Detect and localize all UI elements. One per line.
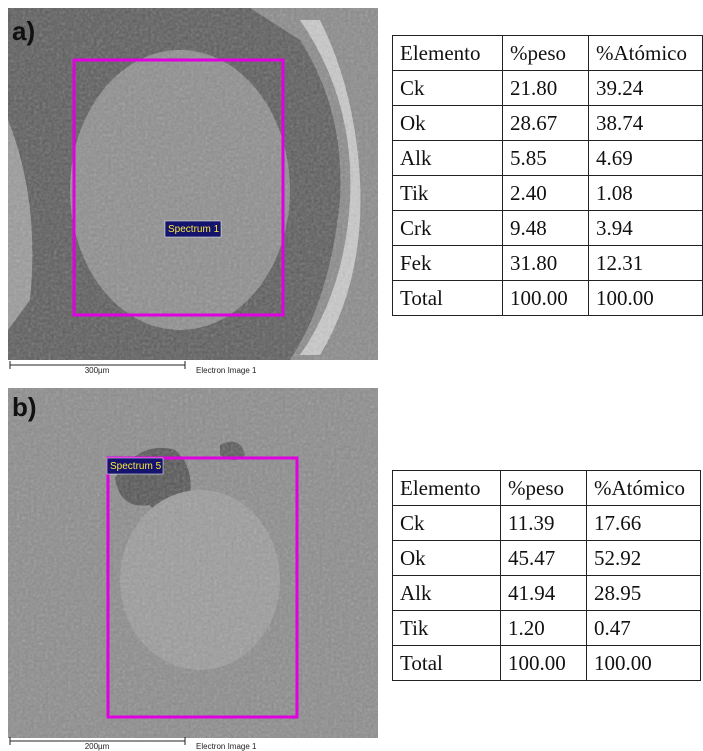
table-cell: 38.74	[588, 105, 703, 141]
table-cell: 0.47	[586, 610, 701, 646]
table-cell: 17.66	[586, 505, 701, 541]
table-cell: 5.85	[502, 140, 589, 176]
table-cell: 4.69	[588, 140, 703, 176]
table-cell: Ck	[392, 505, 501, 541]
spectrum-label: Spectrum 1	[168, 224, 220, 235]
panel-label: a)	[12, 16, 35, 46]
table-row: Fek 31.80 12.31	[392, 245, 703, 281]
table-cell: 11.39	[500, 505, 587, 541]
table-row: Alk 5.85 4.69	[392, 140, 703, 176]
table-row: Total 100.00 100.00	[392, 645, 701, 681]
table-cell: Fek	[392, 245, 503, 281]
table-cell: 12.31	[588, 245, 703, 281]
table-row: Alk 41.94 28.95	[392, 575, 701, 611]
table-cell: 31.80	[502, 245, 589, 281]
table-row: Tik 1.20 0.47	[392, 610, 701, 646]
table-cell: Total	[392, 280, 503, 316]
table-row: Ok 28.67 38.74	[392, 105, 703, 141]
sem-image-b: Spectrum 5	[8, 388, 378, 738]
table-cell: 45.47	[500, 540, 587, 576]
table-cell: 100.00	[500, 645, 587, 681]
panel-label: b)	[12, 392, 37, 422]
scale-bar-b: 200µm Electron Image 1	[9, 737, 257, 751]
table-cell: 52.92	[586, 540, 701, 576]
table-row: Ck 11.39 17.66	[392, 505, 701, 541]
table-cell: 100.00	[588, 280, 703, 316]
table-row: Total 100.00 100.00	[392, 280, 703, 316]
header-cell: %Atómico	[586, 470, 701, 506]
image-caption: Electron Image 1	[196, 366, 257, 375]
table-row: Ck 21.80 39.24	[392, 70, 703, 106]
image-caption: Electron Image 1	[196, 742, 257, 751]
scale-bar-label: 300µm	[85, 366, 110, 375]
table-cell: 100.00	[586, 645, 701, 681]
header-cell: %Atómico	[588, 35, 703, 71]
table-cell: 1.20	[500, 610, 587, 646]
header-cell: %peso	[500, 470, 587, 506]
table-cell: Total	[392, 645, 501, 681]
header-cell: %peso	[502, 35, 589, 71]
spectrum-label: Spectrum 5	[110, 461, 162, 472]
table-cell: 39.24	[588, 70, 703, 106]
table-cell: 2.40	[502, 175, 589, 211]
scale-bar-label: 200µm	[85, 742, 110, 751]
table-cell: Alk	[392, 575, 501, 611]
table-cell: 21.80	[502, 70, 589, 106]
table-cell: Tik	[392, 610, 501, 646]
table-cell: 41.94	[500, 575, 587, 611]
table-cell: Tik	[392, 175, 503, 211]
composition-table: Elemento %peso %Atómico Ck 11.39 17.66 Ok 45.47…	[392, 470, 701, 681]
header-row: Elemento %peso %Atómico	[392, 470, 701, 506]
table-cell: Ok	[392, 540, 501, 576]
table-cell: Ck	[392, 70, 503, 106]
header-row: Elemento %peso %Atómico	[392, 35, 703, 71]
table-cell: 1.08	[588, 175, 703, 211]
table-cell: 3.94	[588, 210, 703, 246]
table-cell: 100.00	[502, 280, 589, 316]
sem-image-a: Spectrum 1	[8, 8, 378, 360]
table-cell: Alk	[392, 140, 503, 176]
table-cell: Crk	[392, 210, 503, 246]
header-cell: Elemento	[392, 470, 501, 506]
composition-table: Elemento %peso %Atómico Ck 21.80 39.24 Ok 28.67…	[392, 35, 703, 316]
table-cell: 28.67	[502, 105, 589, 141]
table-row: Crk 9.48 3.94	[392, 210, 703, 246]
table-row: Ok 45.47 52.92	[392, 540, 701, 576]
scale-bar-a: 300µm Electron Image 1	[9, 361, 257, 375]
table-cell: 28.95	[586, 575, 701, 611]
table-row: Tik 2.40 1.08	[392, 175, 703, 211]
table-cell: 9.48	[502, 210, 589, 246]
table-cell: Ok	[392, 105, 503, 141]
header-cell: Elemento	[392, 35, 503, 71]
